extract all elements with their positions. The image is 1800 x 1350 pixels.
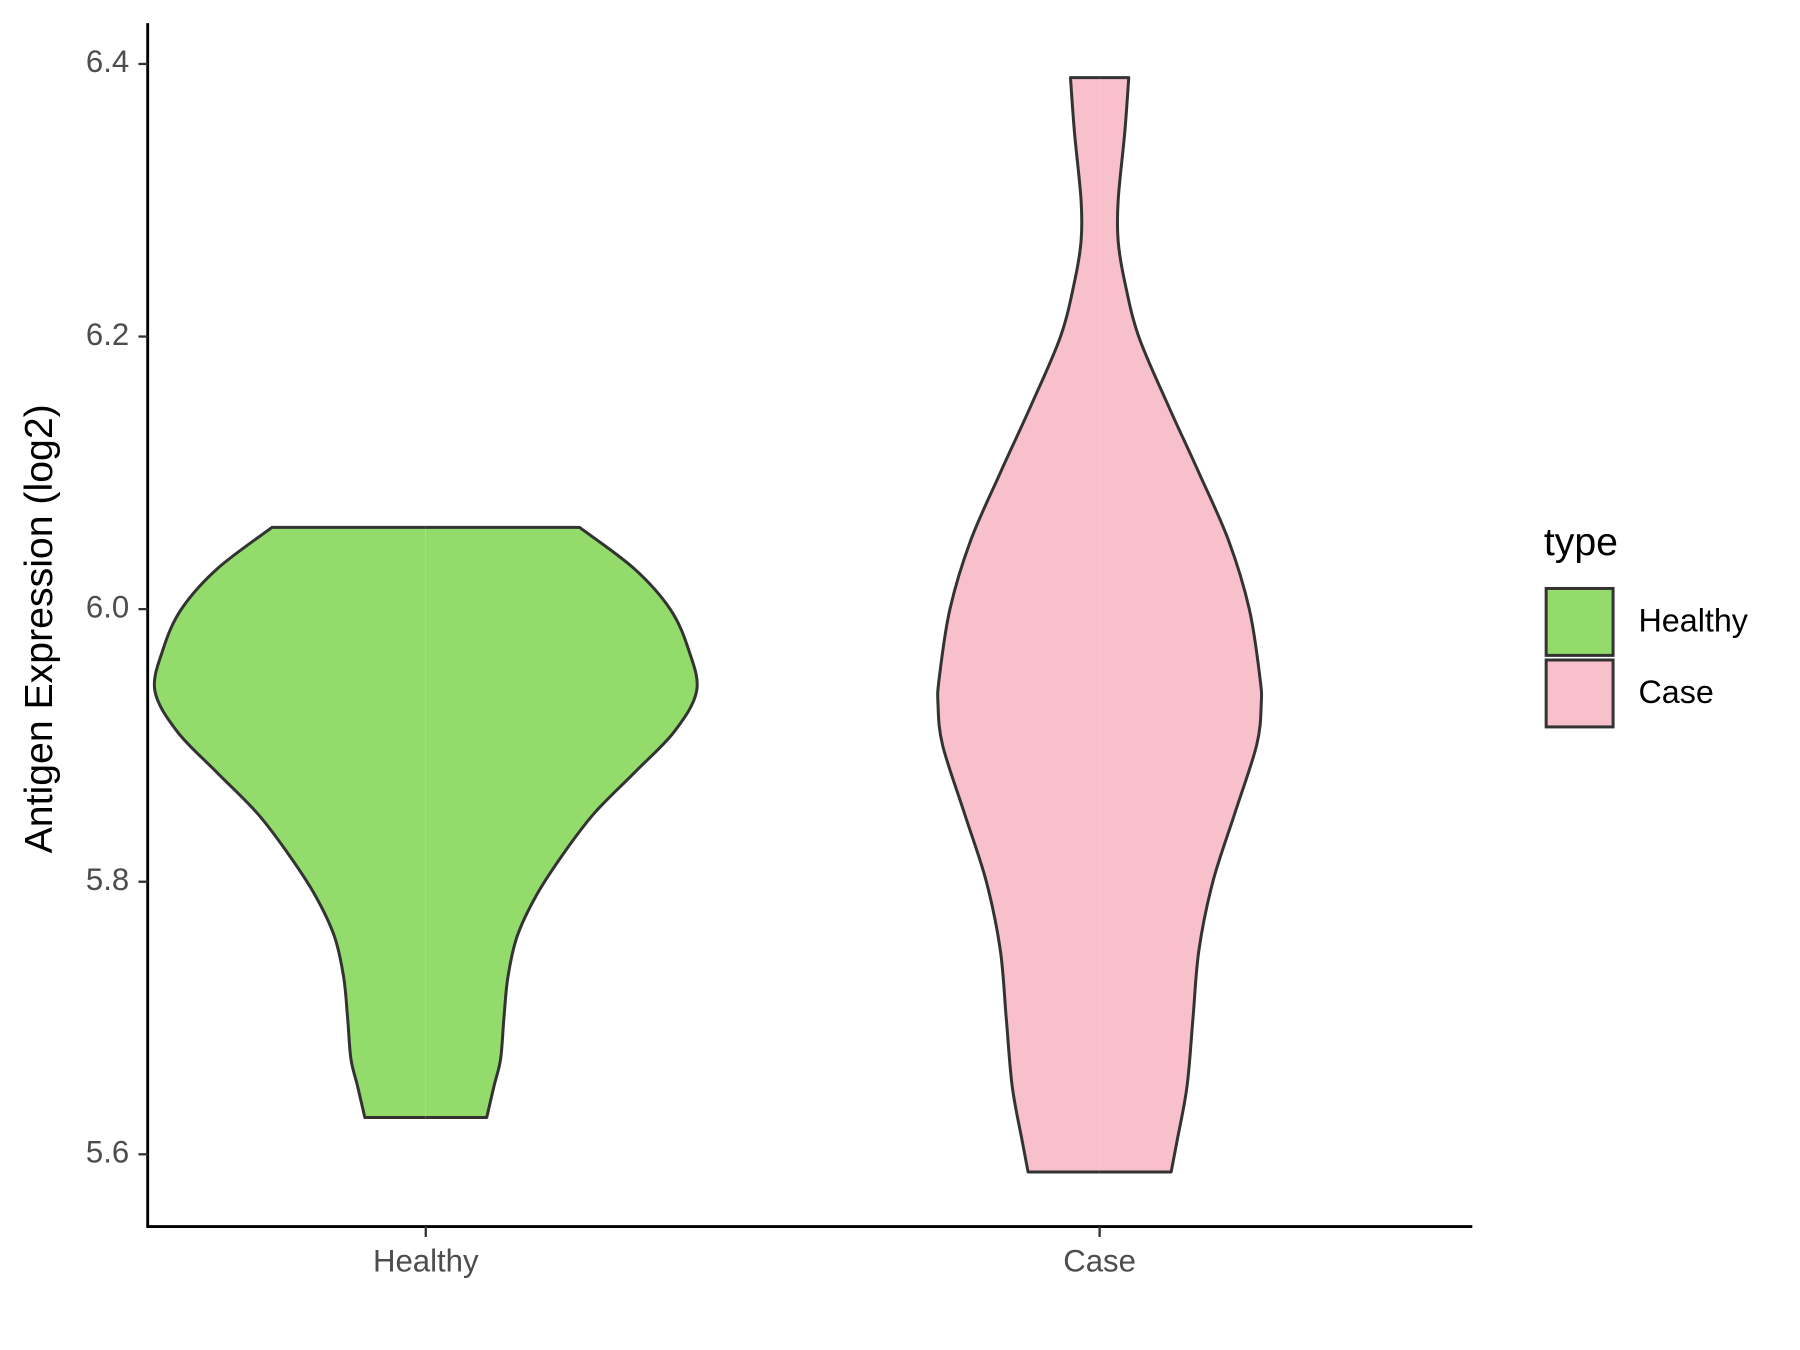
legend-swatch <box>1544 658 1615 729</box>
y-tick-label: 5.8 <box>86 862 129 897</box>
legend-label: Healthy <box>1638 603 1748 639</box>
y-tick-label: 5.6 <box>86 1135 129 1170</box>
violin-half <box>152 525 426 1120</box>
legend-title: type <box>1544 520 1618 564</box>
violin-half <box>936 76 1100 1174</box>
legend-swatch <box>1544 586 1615 657</box>
y-tick-label: 6.2 <box>86 317 129 352</box>
y-axis-title: Antigen Expression (log2) <box>17 404 61 853</box>
y-tick-label: 6.4 <box>86 44 129 79</box>
legend-label: Case <box>1638 674 1713 710</box>
violin-half <box>425 525 699 1120</box>
y-tick-label: 6.0 <box>86 589 129 624</box>
violin-half <box>1099 76 1264 1174</box>
x-tick-label: Healthy <box>373 1244 479 1279</box>
x-tick-label: Case <box>1063 1244 1136 1279</box>
